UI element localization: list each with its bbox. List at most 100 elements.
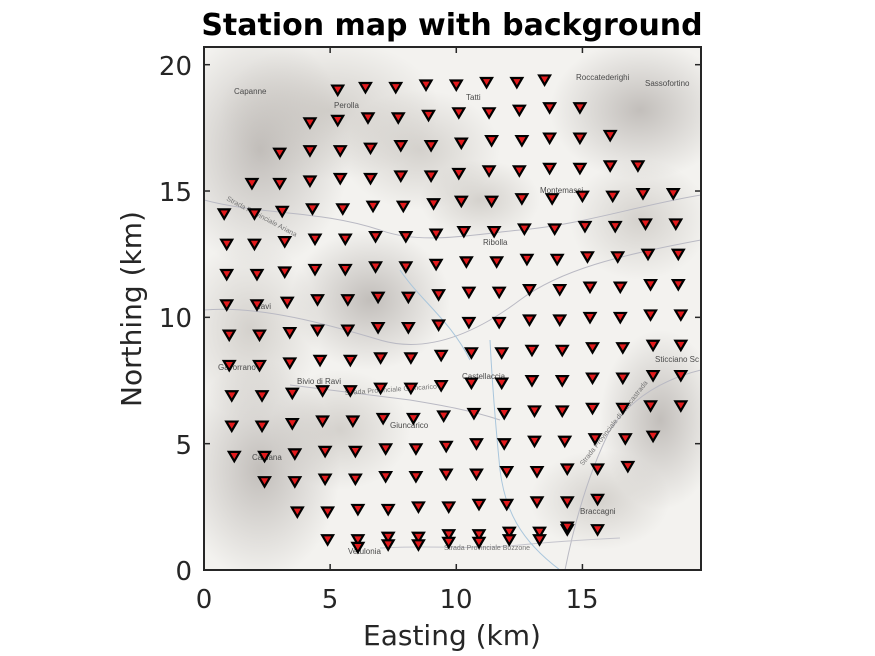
station-marker — [491, 316, 507, 330]
station-marker — [330, 114, 346, 128]
station-marker — [438, 468, 454, 482]
station-marker — [380, 539, 396, 552]
station-marker — [516, 223, 532, 237]
station-marker — [585, 342, 600, 355]
station-marker — [216, 208, 232, 221]
station-marker — [418, 79, 434, 93]
station-marker — [575, 190, 590, 204]
station-marker — [224, 420, 240, 434]
station-marker — [337, 263, 353, 277]
station-marker — [542, 162, 558, 176]
station-marker — [337, 233, 353, 247]
station-marker — [524, 344, 540, 358]
station-marker — [590, 493, 605, 507]
station-marker — [398, 230, 414, 244]
station-marker — [221, 329, 237, 343]
station-marker — [559, 496, 575, 509]
station-marker — [552, 314, 568, 327]
station-marker — [380, 503, 396, 517]
station-marker — [451, 167, 467, 181]
station-marker — [423, 170, 439, 183]
station-marker — [673, 309, 689, 322]
map-label-sassofortino: Sassofortino — [645, 79, 690, 88]
station-marker — [484, 134, 500, 148]
station-marker — [544, 193, 560, 206]
station-marker — [400, 291, 416, 305]
station-marker — [501, 526, 517, 540]
station-marker — [463, 347, 479, 360]
station-marker — [610, 251, 626, 264]
station-marker — [310, 324, 325, 338]
station-marker — [509, 76, 525, 90]
station-marker — [590, 524, 605, 537]
station-marker — [398, 261, 414, 274]
station-marker — [585, 372, 600, 386]
station-marker — [612, 281, 628, 295]
station-marker — [617, 433, 633, 446]
station-marker — [532, 534, 547, 547]
station-marker — [557, 435, 573, 449]
station-marker — [511, 165, 527, 178]
station-marker — [320, 506, 336, 520]
x-tick-label-10: 10 — [439, 585, 472, 615]
station-marker — [282, 327, 298, 340]
station-marker — [257, 450, 272, 464]
plot-frame — [203, 46, 702, 571]
station-marker — [554, 405, 570, 418]
station-marker — [612, 311, 628, 325]
station-marker — [522, 314, 537, 327]
station-marker — [411, 539, 426, 552]
stations-layer — [216, 74, 689, 555]
station-marker — [347, 445, 363, 459]
station-marker — [451, 107, 467, 120]
station-marker — [340, 294, 356, 307]
map-label-tatti: Tatti — [466, 93, 481, 102]
station-marker — [310, 294, 325, 307]
station-marker — [274, 205, 290, 219]
station-marker — [665, 188, 681, 201]
station-marker — [360, 112, 376, 125]
y-axis-label: Northing (km) — [115, 211, 148, 407]
station-marker — [519, 253, 535, 267]
station-marker — [547, 223, 563, 237]
station-marker — [365, 200, 381, 214]
station-marker — [552, 284, 568, 297]
station-marker — [330, 84, 346, 98]
axis-ticks — [203, 47, 701, 571]
map-label-gavorrano: Gavorrano — [218, 363, 256, 372]
station-marker — [332, 145, 348, 158]
station-marker — [479, 76, 494, 90]
y-tick-label-10: 10 — [159, 304, 192, 334]
road-label-bozzone: Strada Provinciale Bozzone — [444, 545, 530, 552]
station-marker — [673, 400, 689, 413]
station-marker — [393, 170, 409, 183]
station-marker — [529, 465, 545, 479]
station-marker — [403, 352, 419, 365]
station-marker — [421, 109, 436, 123]
station-marker — [448, 79, 464, 93]
station-marker — [358, 81, 373, 95]
station-marker — [522, 284, 537, 297]
station-marker — [431, 319, 447, 333]
station-marker — [350, 503, 366, 517]
station-marker — [350, 534, 366, 547]
station-marker — [302, 117, 318, 130]
chart-title: Station map with background — [201, 8, 702, 43]
station-marker — [580, 251, 595, 264]
station-marker — [378, 443, 394, 456]
map-label-montemassi: Montemassi — [540, 186, 583, 195]
station-marker — [615, 342, 631, 355]
station-marker — [390, 112, 406, 125]
station-marker — [375, 412, 391, 426]
station-marker — [284, 417, 300, 431]
station-marker — [602, 160, 618, 173]
station-marker — [670, 248, 686, 262]
station-marker — [572, 162, 588, 176]
station-marker — [345, 415, 361, 429]
station-marker — [615, 372, 631, 386]
station-marker — [587, 433, 603, 446]
station-marker — [433, 380, 449, 393]
x-tick-label-0: 0 — [196, 585, 213, 615]
station-marker — [378, 471, 394, 484]
x-tick-label-15: 15 — [565, 585, 598, 615]
